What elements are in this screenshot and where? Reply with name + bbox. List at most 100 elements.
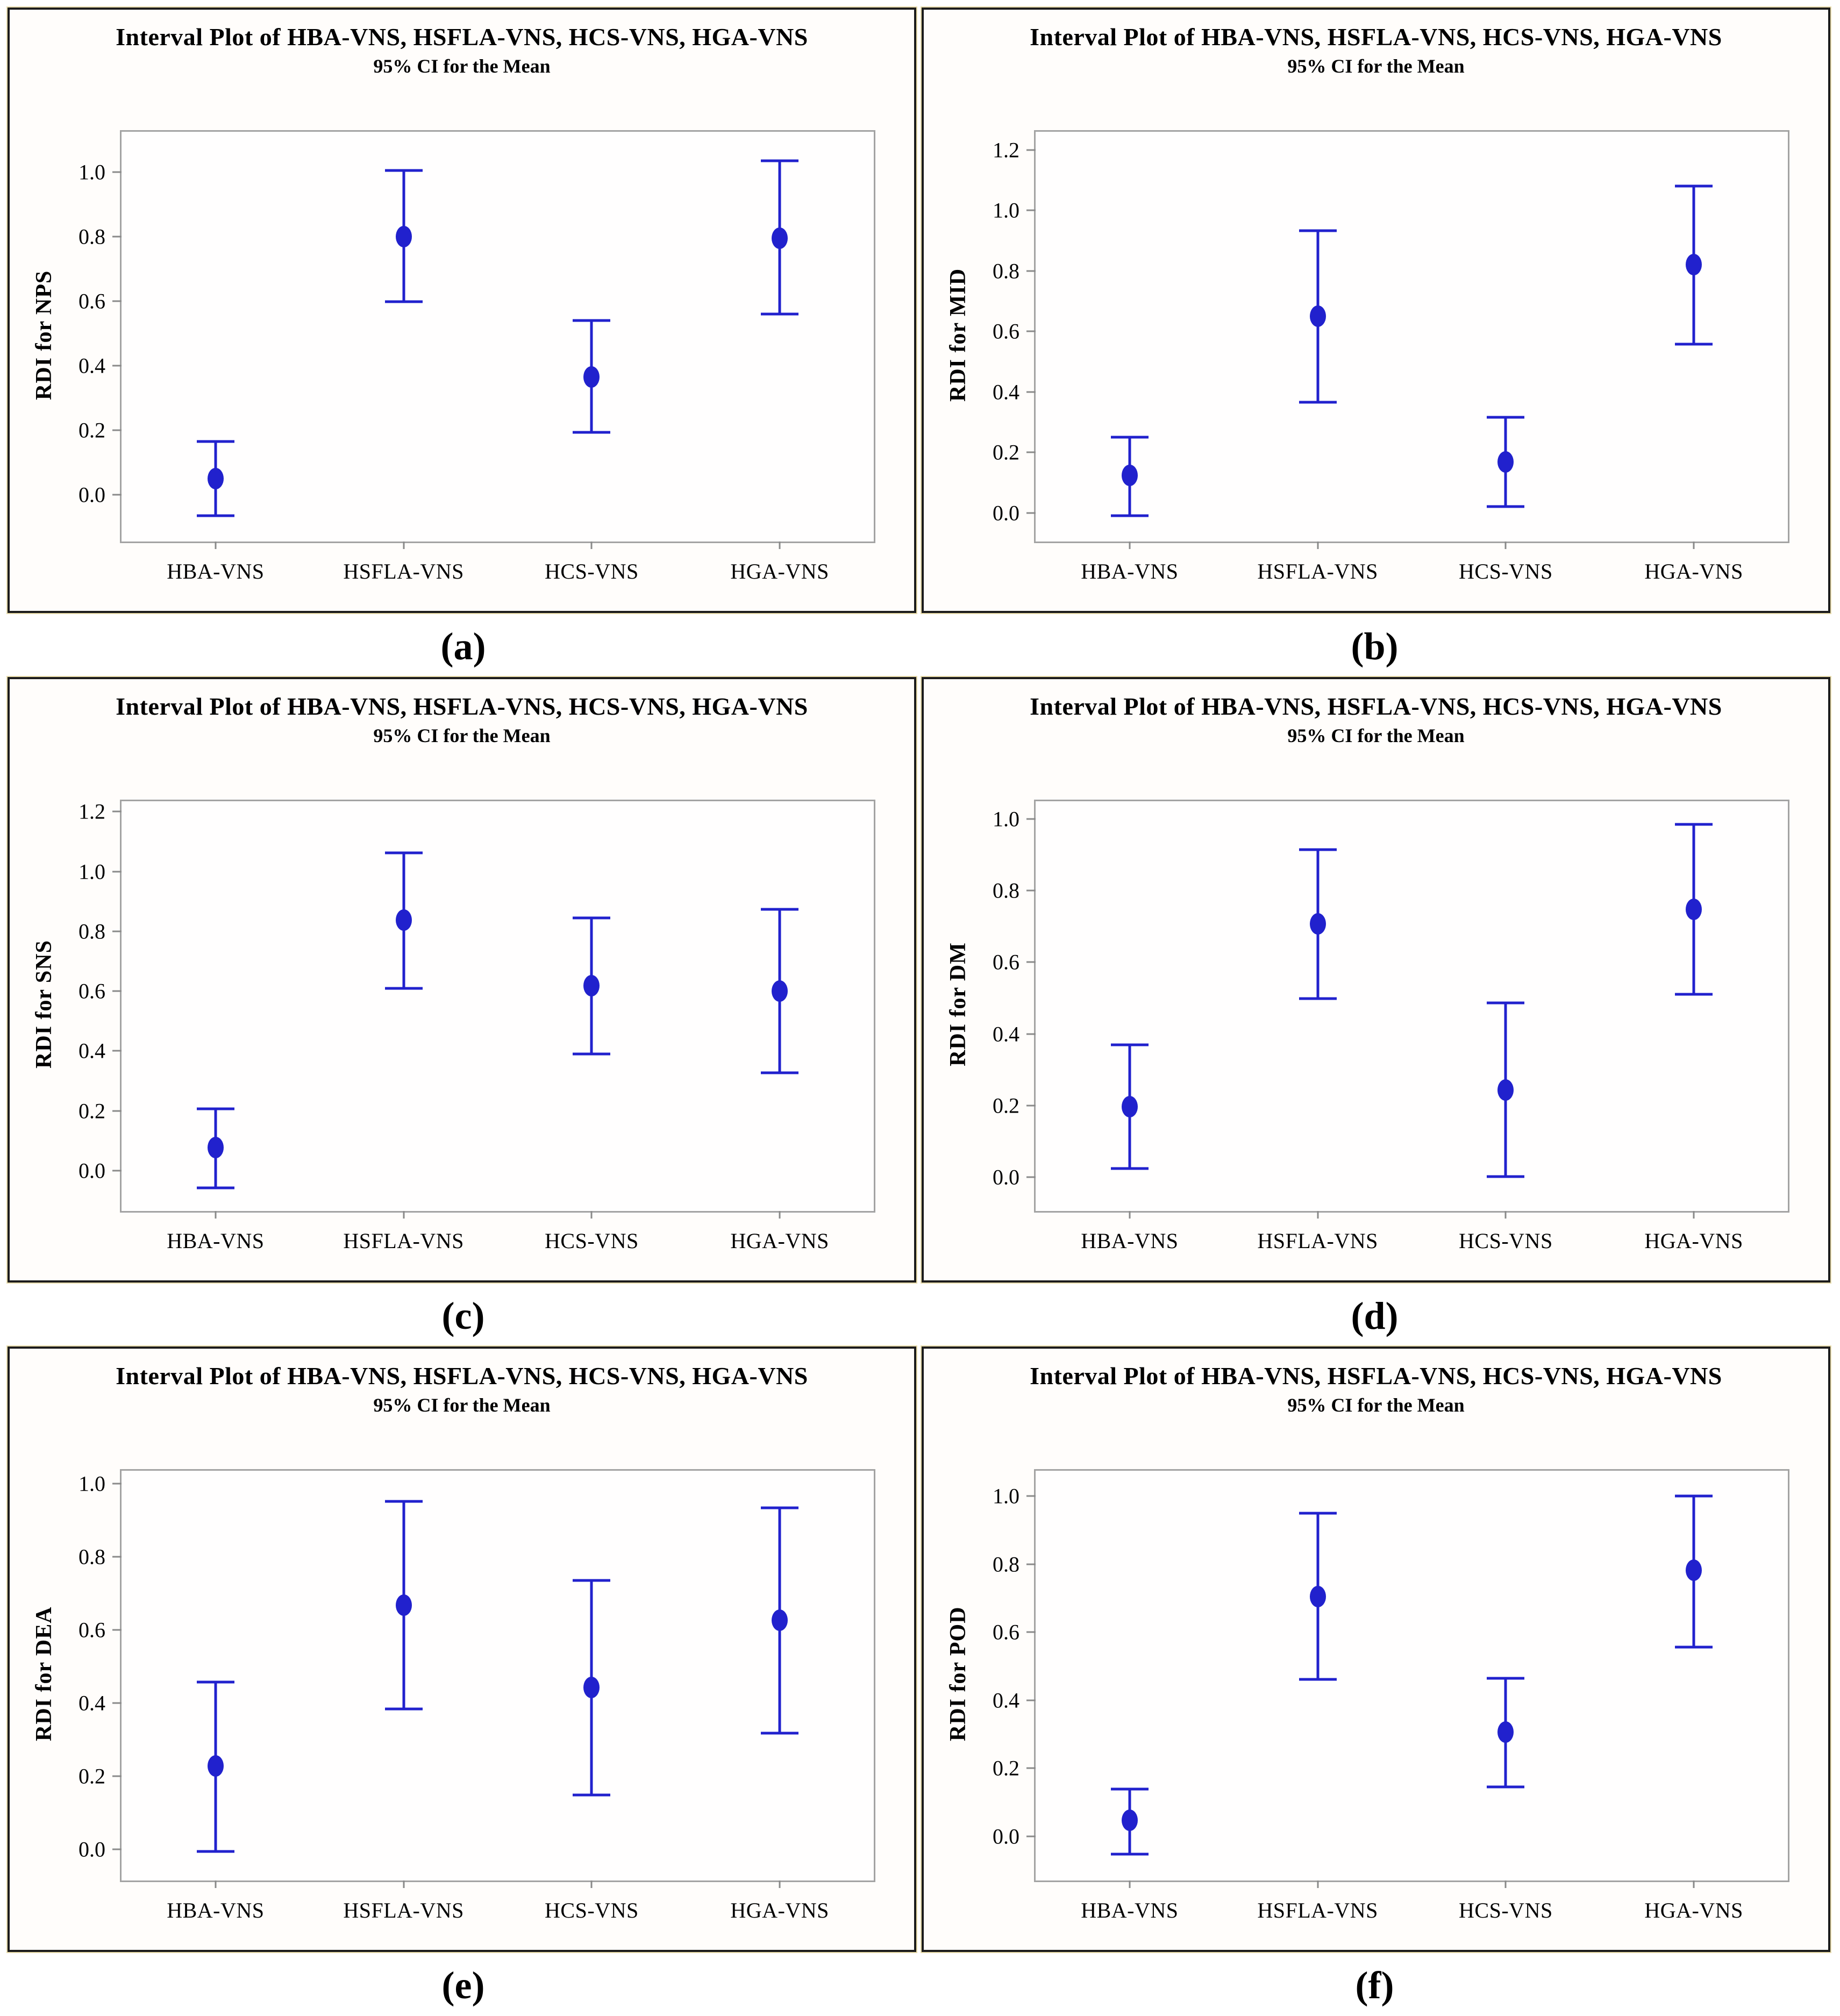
- x-category-label: HGA-VNS: [1644, 1229, 1743, 1253]
- y-tick-label: 0.4: [993, 1022, 1019, 1046]
- y-axis-tick: [112, 1110, 122, 1112]
- x-category-label: HCS-VNS: [1459, 1898, 1553, 1922]
- x-axis-tick: [1317, 542, 1319, 549]
- x-category-label: HCS-VNS: [545, 1898, 639, 1922]
- mean-marker: [583, 975, 600, 997]
- x-category-label: HSFLA-VNS: [343, 1898, 464, 1922]
- ci-upper-cap: [1675, 1494, 1713, 1498]
- plot-area: 0.0 0.2 0.4 0.6 0.8 1.0 1.2 HBA-VNS HSFLA-VNS HCS…: [79, 800, 875, 1253]
- caption-row-2: (c) (d): [8, 1283, 1830, 1347]
- y-axis-tick: [112, 171, 122, 173]
- ci-lower-cap: [573, 431, 611, 434]
- interval-plot-panel-e: Interval Plot of HBA-VNS, HSFLA-VNS, HCS…: [8, 1347, 916, 1952]
- mean-marker: [395, 909, 412, 931]
- panel-row-2: Interval Plot of HBA-VNS, HSFLA-VNS, HCS…: [8, 677, 1830, 1283]
- ci-lower-cap: [573, 1052, 611, 1056]
- y-tick-label: 1.0: [79, 1471, 105, 1496]
- ci-upper-cap: [384, 169, 423, 172]
- y-axis-tick: [112, 990, 122, 992]
- panel-caption-e: (e): [441, 1964, 485, 2007]
- interval-plot-panel-a: Interval Plot of HBA-VNS, HSFLA-VNS, HCS…: [8, 8, 916, 613]
- mean-marker: [207, 1755, 224, 1777]
- chart-title: Interval Plot of HBA-VNS, HSFLA-VNS, HCS…: [116, 693, 808, 720]
- ci-upper-cap: [761, 1506, 799, 1509]
- y-axis-tick: [1026, 330, 1036, 332]
- ci-upper-cap: [1487, 1001, 1525, 1005]
- mean-marker: [1309, 913, 1326, 935]
- ci-upper-cap: [196, 1107, 234, 1110]
- y-axis-tick: [1026, 1631, 1036, 1633]
- y-tick-label: 1.0: [79, 859, 105, 884]
- chart-title: Interval Plot of HBA-VNS, HSFLA-VNS, HCS…: [1030, 1362, 1722, 1390]
- mean-marker: [1309, 305, 1326, 327]
- y-axis-tick: [112, 1848, 122, 1850]
- y-axis-tick: [1026, 1767, 1036, 1769]
- y-tick-label: 0.6: [79, 1618, 105, 1642]
- ci-upper-cap: [1299, 1512, 1337, 1515]
- y-tick-label: 0.6: [993, 319, 1019, 344]
- mean-marker: [1309, 1585, 1326, 1607]
- ci-upper-cap: [1110, 436, 1149, 439]
- y-tick-label: 0.8: [993, 878, 1019, 903]
- y-axis-label: RDI for DM: [946, 942, 971, 1067]
- y-axis-tick: [112, 1702, 122, 1704]
- ci-upper-cap: [573, 916, 611, 920]
- y-axis-label: RDI for DEA: [32, 1606, 56, 1742]
- y-axis-tick: [1026, 889, 1036, 892]
- ci-upper-cap: [196, 1680, 234, 1684]
- y-axis-label: RDI for SNS: [32, 940, 56, 1069]
- y-tick-label: 0.2: [79, 418, 105, 443]
- y-axis-tick: [112, 1170, 122, 1172]
- x-axis-tick: [403, 542, 405, 549]
- y-axis-tick: [1026, 512, 1036, 514]
- ci-lower-cap: [1675, 1645, 1713, 1649]
- y-axis-tick: [1026, 1563, 1036, 1565]
- chart-subtitle: 95% CI for the Mean: [373, 1394, 551, 1416]
- ci-upper-cap: [384, 1500, 423, 1503]
- x-axis-tick: [779, 542, 781, 549]
- x-category-label: HBA-VNS: [1081, 1898, 1179, 1922]
- ci-lower-cap: [1110, 1167, 1149, 1170]
- mean-marker: [207, 1136, 224, 1158]
- ci-upper-cap: [384, 851, 423, 854]
- y-axis-tick: [112, 810, 122, 813]
- ci-upper-cap: [1675, 823, 1713, 826]
- y-tick-label: 0.2: [993, 1756, 1019, 1780]
- x-category-label: HSFLA-VNS: [1257, 1898, 1378, 1922]
- y-axis-tick: [112, 1629, 122, 1631]
- y-tick-label: 0.6: [993, 1620, 1019, 1644]
- x-category-label: HSFLA-VNS: [343, 1229, 464, 1253]
- y-axis-tick: [112, 871, 122, 873]
- mean-marker: [395, 1594, 412, 1616]
- mean-marker: [772, 227, 788, 249]
- panel-row-3: Interval Plot of HBA-VNS, HSFLA-VNS, HCS…: [8, 1347, 1830, 1952]
- x-axis-tick: [1129, 542, 1131, 549]
- ci-lower-cap: [196, 1186, 234, 1189]
- x-category-label: HCS-VNS: [1459, 559, 1553, 583]
- chart-subtitle: 95% CI for the Mean: [1287, 1394, 1465, 1416]
- mean-marker: [207, 468, 224, 489]
- y-axis-tick: [1026, 1699, 1036, 1701]
- x-axis-tick: [779, 1211, 781, 1219]
- y-axis-tick: [112, 1775, 122, 1777]
- y-tick-label: 0.0: [79, 482, 105, 507]
- panel-caption-a: (a): [440, 625, 486, 668]
- y-axis-tick: [112, 1556, 122, 1558]
- caption-row-3: (e) (f): [8, 1952, 1830, 2016]
- x-category-label: HGA-VNS: [1644, 1898, 1743, 1922]
- y-axis-tick: [112, 494, 122, 496]
- ci-lower-cap: [1487, 1785, 1525, 1789]
- y-tick-label: 0.0: [79, 1837, 105, 1862]
- y-axis-tick: [112, 930, 122, 932]
- mean-marker: [1686, 254, 1702, 276]
- y-tick-label: 0.0: [79, 1158, 105, 1183]
- chart-title: Interval Plot of HBA-VNS, HSFLA-VNS, HCS…: [1030, 23, 1722, 51]
- ci-upper-cap: [1487, 416, 1525, 419]
- ci-upper-cap: [761, 908, 799, 911]
- ci-lower-cap: [1299, 997, 1337, 1000]
- x-axis-tick: [1693, 1880, 1695, 1888]
- plot-area: 0.0 0.2 0.4 0.6 0.8 1.0 1.2 HBA-VNS HSFLA-VNS HCS…: [993, 130, 1789, 583]
- ci-lower-cap: [1675, 993, 1713, 996]
- y-tick-label: 0.8: [79, 919, 105, 944]
